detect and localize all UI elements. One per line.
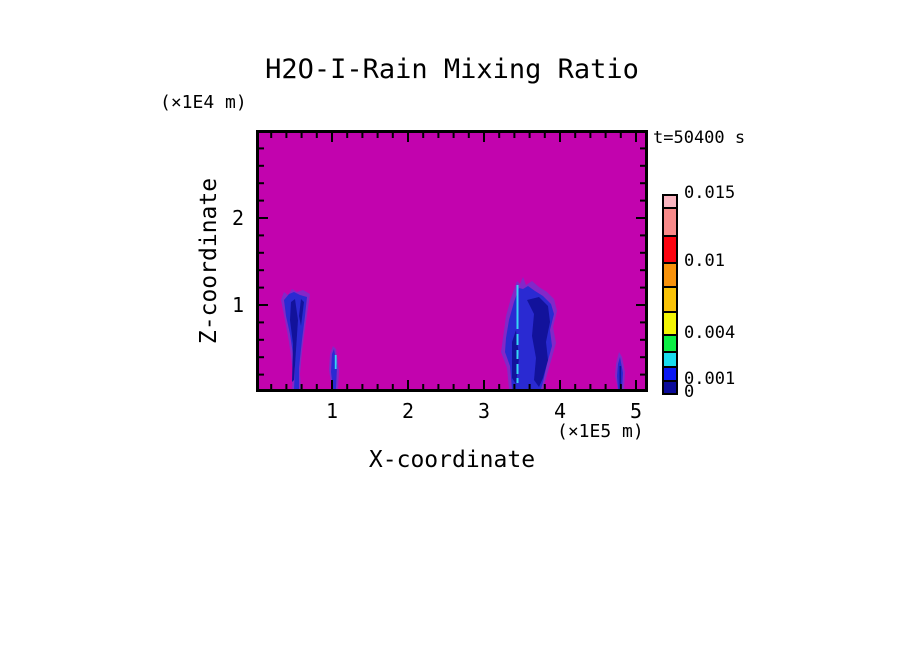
plot-area (256, 130, 648, 392)
colorbar-segment (662, 207, 678, 237)
z-tick-label: 2 (231, 206, 244, 230)
colorbar-segment (662, 366, 678, 382)
colorbar-segment (662, 334, 678, 353)
axis-ticks (259, 133, 645, 389)
x-tick-label: 3 (477, 399, 491, 423)
colorbar-tick-label: 0.004 (684, 323, 736, 343)
z-axis-label: Z-coordinate (196, 177, 222, 345)
x-tick-label: 1 (325, 399, 339, 423)
x-axis-label: X-coordinate (368, 447, 536, 473)
x-axis-unit-label: (×1E5 m) (557, 421, 644, 442)
rain-shaft-3 (501, 277, 557, 389)
colorbar-tick-label: 0.015 (684, 183, 736, 203)
rain-shaft-4 (615, 352, 625, 389)
time-annotation: t=50400 s (653, 128, 746, 148)
z-tick-label: 1 (231, 293, 244, 317)
z-axis-unit-label: (×1E4 m) (160, 92, 247, 113)
colorbar-segment (662, 235, 678, 264)
heatmap-field (256, 130, 648, 392)
colorbar-segment (662, 286, 678, 313)
x-tick-label: 4 (553, 399, 567, 423)
colorbar-segment (662, 311, 678, 336)
colorbar-segment (662, 194, 678, 209)
x-tick-label: 5 (629, 399, 643, 423)
colorbar (662, 194, 678, 395)
x-tick-label: 2 (401, 399, 415, 423)
plot-frame (256, 130, 648, 392)
page-title: H2O-I-Rain Mixing Ratio (265, 54, 639, 85)
colorbar-tick-label: 0.001 (684, 369, 736, 389)
colorbar-segment (662, 262, 678, 288)
rain-shaft-1 (281, 289, 310, 389)
colorbar-tick-label: 0 (684, 382, 695, 402)
colorbar-segment (662, 351, 678, 368)
colorbar-tick-label: 0.01 (684, 251, 725, 271)
rain-shaft-2 (329, 346, 339, 389)
colorbar-segment (662, 380, 678, 395)
